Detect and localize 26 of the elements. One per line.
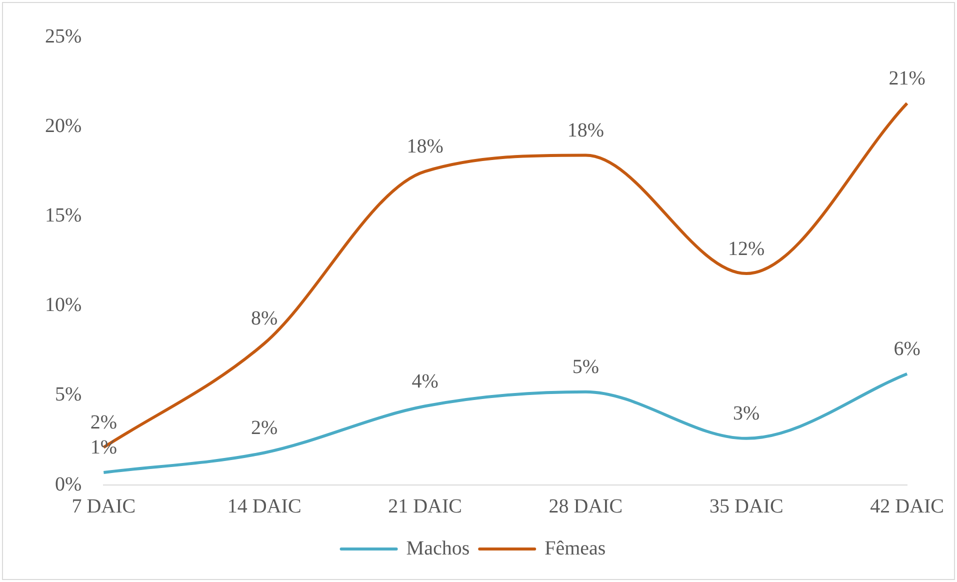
data-label: 6%: [894, 338, 920, 360]
data-label: 4%: [412, 370, 438, 392]
y-tick-label: 15%: [44, 204, 82, 226]
y-tick-label: 20%: [44, 114, 82, 137]
data-label: 18%: [567, 120, 604, 142]
x-tick-label: 21 DAIC: [388, 495, 462, 518]
data-label: 1%: [90, 436, 117, 459]
y-tick-label: 10%: [44, 294, 82, 316]
data-label: 2%: [90, 412, 117, 434]
data-label: 3%: [733, 402, 760, 425]
data-label: 21%: [888, 68, 926, 90]
data-label: 5%: [572, 356, 600, 378]
x-tick-label: 35 DAIC: [709, 495, 784, 518]
x-tick-label: 28 DAIC: [548, 495, 623, 518]
data-label: 2%: [251, 416, 278, 439]
x-tick-label: 42 DAIC: [870, 495, 944, 518]
data-label: 18%: [406, 136, 444, 158]
data-label: 12%: [728, 238, 765, 260]
legend-label: Machos: [406, 537, 470, 560]
x-tick-label: 14 DAIC: [227, 495, 302, 518]
y-tick-label: 0%: [54, 473, 82, 496]
data-label: 8%: [251, 308, 278, 330]
y-tick-label: 25%: [44, 25, 82, 48]
legend-label: Fêmeas: [544, 537, 606, 560]
y-tick-label: 5%: [54, 384, 82, 406]
x-tick-label: 7 DAIC: [72, 495, 136, 518]
